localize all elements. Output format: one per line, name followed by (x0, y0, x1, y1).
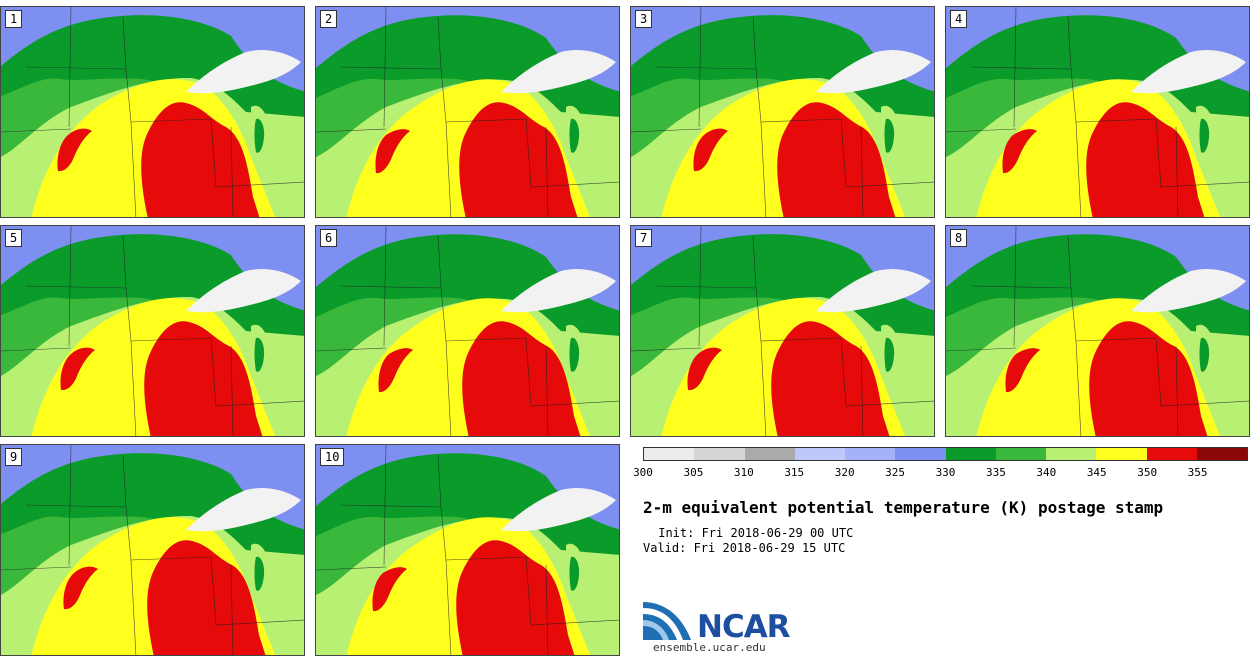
map-panel: 5 (0, 225, 305, 437)
colorbar-tick-label: 325 (885, 466, 906, 479)
panel-number: 2 (320, 10, 338, 28)
colorbar-tick-label: 300 (633, 466, 653, 479)
map-panel: 3 (630, 6, 935, 218)
colorbar-segment (744, 448, 795, 460)
colorbar-tick-label: 335 (985, 466, 1006, 479)
colorbar-segment (1046, 448, 1097, 460)
colorbar-segment (995, 448, 1046, 460)
colorbar-segment (1146, 448, 1197, 460)
ncar-logo-icon (643, 602, 691, 640)
colorbar-segment (644, 448, 695, 460)
map-panel: 7 (630, 225, 935, 437)
init-time: Init: Fri 2018-06-29 00 UTC (651, 526, 854, 540)
colorbar-tick-label: 350 (1137, 466, 1158, 479)
site-url: ensemble.ucar.edu (653, 641, 766, 654)
map-panel: 6 (315, 225, 620, 437)
colorbar-tick-label: 305 (683, 466, 704, 479)
panel-number: 8 (950, 229, 968, 247)
map-panel: 9 (0, 444, 305, 656)
map-panel: 10 (315, 444, 620, 656)
colorbar-segment (1096, 448, 1147, 460)
map-panel: 1 (0, 6, 305, 218)
panel-number: 9 (5, 448, 23, 466)
valid-time: Valid: Fri 2018-06-29 15 UTC (643, 541, 846, 555)
panel-number: 10 (320, 448, 345, 466)
panel-number: 6 (320, 229, 338, 247)
map-panel: 2 (315, 6, 620, 218)
panel-number: 5 (5, 229, 23, 247)
chart-title: 2-m equivalent potential temperature (K)… (643, 498, 1164, 517)
colorbar-segment (945, 448, 996, 460)
colorbar-segment (895, 448, 946, 460)
colorbar-tick-label: 340 (1036, 466, 1057, 479)
colorbar-segment (694, 448, 745, 460)
colorbar-tick-label: 330 (935, 466, 956, 479)
panel-number: 7 (635, 229, 653, 247)
map-panel: 4 (945, 6, 1250, 218)
colorbar-tick-label: 345 (1086, 466, 1107, 479)
colorbar-tick-label: 310 (733, 466, 754, 479)
panel-number: 3 (635, 10, 653, 28)
colorbar-segment (1196, 448, 1247, 460)
colorbar-tick-label: 355 (1187, 466, 1208, 479)
ncar-logo-text: NCAR (697, 609, 791, 645)
colorbar (643, 447, 1248, 461)
colorbar-segment (845, 448, 896, 460)
colorbar-tick-label: 315 (784, 466, 805, 479)
panel-number: 4 (950, 10, 968, 28)
panel-number: 1 (5, 10, 23, 28)
colorbar-tick-label: 320 (834, 466, 855, 479)
map-panel: 8 (945, 225, 1250, 437)
colorbar-segment (794, 448, 845, 460)
